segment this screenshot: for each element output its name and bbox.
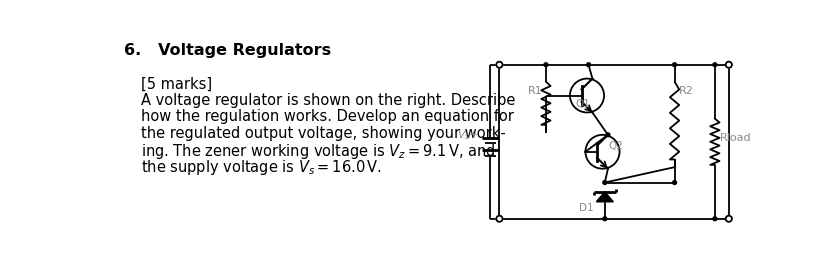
Text: A voltage regulator is shown on the right. Describe: A voltage regulator is shown on the righ… <box>141 93 516 108</box>
Text: R2: R2 <box>678 86 693 96</box>
Circle shape <box>726 62 732 68</box>
Text: Rload: Rload <box>719 133 751 143</box>
Circle shape <box>585 135 620 169</box>
Text: [5 marks]: [5 marks] <box>141 77 213 92</box>
Text: $V_s$+: $V_s$+ <box>457 128 479 142</box>
Circle shape <box>570 79 604 113</box>
Circle shape <box>726 216 732 222</box>
Text: the regulated output voltage, showing your work-: the regulated output voltage, showing yo… <box>141 126 506 141</box>
Circle shape <box>587 63 590 67</box>
Text: ing. The zener working voltage is $V_z = 9.1\,\mathrm{V}$, and: ing. The zener working voltage is $V_z =… <box>141 142 496 161</box>
Circle shape <box>603 181 607 184</box>
Circle shape <box>713 63 717 67</box>
Circle shape <box>497 62 502 68</box>
Text: Q1: Q1 <box>576 99 590 109</box>
Text: 6.   Voltage Regulators: 6. Voltage Regulators <box>124 43 332 58</box>
Circle shape <box>672 181 677 184</box>
Text: the supply voltage is $V_s = 16.0\,\mathrm{V}$.: the supply voltage is $V_s = 16.0\,\math… <box>141 158 383 177</box>
Circle shape <box>497 216 502 222</box>
Circle shape <box>603 217 607 221</box>
Circle shape <box>713 217 717 221</box>
Text: R1: R1 <box>528 86 543 96</box>
Text: D1: D1 <box>580 203 594 213</box>
Text: Q2: Q2 <box>608 141 624 151</box>
Circle shape <box>672 63 677 67</box>
Text: how the regulation works. Develop an equation for: how the regulation works. Develop an equ… <box>141 109 514 124</box>
Polygon shape <box>596 192 613 202</box>
Circle shape <box>606 133 610 137</box>
Circle shape <box>544 63 548 67</box>
